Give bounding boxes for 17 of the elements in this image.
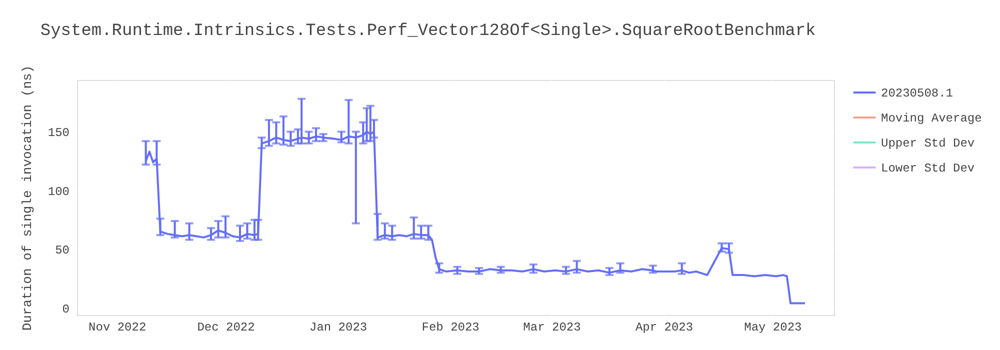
legend-label: Upper Std Dev — [881, 136, 975, 150]
chart-title: System.Runtime.Intrinsics.Tests.Perf_Vector128Of<Single>.SquareRootBenchmark — [40, 22, 816, 41]
legend-label: 20230508.1 — [881, 86, 954, 100]
y-tick-label: 100 — [48, 184, 70, 199]
x-tick-label: Jan 2023 — [309, 320, 368, 334]
y-axis-title: Duration of single invocation (ns) — [20, 65, 35, 331]
x-tick-label: Dec 2022 — [197, 320, 255, 334]
x-tick-label: May 2023 — [744, 320, 802, 334]
legend-label: Moving Average — [881, 112, 982, 126]
y-tick-label: 150 — [48, 126, 70, 140]
x-tick-label: Nov 2022 — [88, 320, 146, 334]
y-tick-label: 0 — [62, 302, 70, 316]
x-tick-label: Feb 2023 — [422, 320, 480, 334]
x-tick-label: Mar 2023 — [523, 320, 581, 334]
x-tick-label: Apr 2023 — [635, 320, 694, 334]
legend-label: Lower Std Dev — [881, 162, 975, 176]
y-tick-label: 50 — [55, 244, 70, 258]
